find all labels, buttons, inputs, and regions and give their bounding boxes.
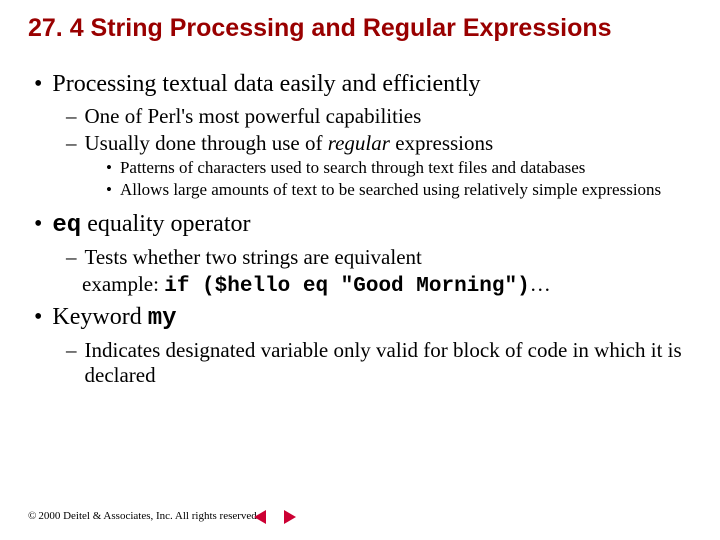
next-button[interactable] bbox=[278, 506, 300, 528]
bullet-dot: • bbox=[34, 71, 42, 98]
arrow-right-icon bbox=[280, 508, 298, 526]
code-text: my bbox=[148, 305, 177, 332]
arrow-left-icon bbox=[252, 508, 270, 526]
bullet-text: Usually done through use of regular expr… bbox=[85, 131, 494, 156]
copyright-footer: © 2000 Deitel & Associates, Inc. All rig… bbox=[28, 510, 260, 522]
bullet-level2: – Indicates designated variable only val… bbox=[66, 338, 692, 388]
example-line: example: if ($hello eq "Good Morning")… bbox=[82, 272, 692, 298]
prev-button[interactable] bbox=[250, 506, 272, 528]
copyright-icon: © bbox=[28, 510, 36, 522]
bullet-level1: • Processing textual data easily and eff… bbox=[34, 71, 692, 98]
bullet-text: One of Perl's most powerful capabilities bbox=[85, 104, 422, 129]
bullet-text: Processing textual data easily and effic… bbox=[52, 71, 480, 98]
dash-icon: – bbox=[66, 104, 77, 129]
bullet-level2: – Tests whether two strings are equivale… bbox=[66, 245, 692, 270]
bullet-text: Indicates designated variable only valid… bbox=[85, 338, 693, 388]
bullet-text: eq equality operator bbox=[52, 211, 250, 239]
dash-icon: – bbox=[66, 245, 77, 270]
text-part: Keyword bbox=[52, 304, 147, 330]
bullet-dot: • bbox=[34, 211, 42, 239]
bullet-text: Tests whether two strings are equivalent bbox=[85, 245, 422, 270]
bullet-dot: • bbox=[106, 158, 112, 178]
copyright-text: 2000 Deitel & Associates, Inc. All right… bbox=[38, 510, 259, 522]
bullet-text: Allows large amounts of text to be searc… bbox=[120, 180, 661, 200]
bullet-level3: • Allows large amounts of text to be sea… bbox=[106, 180, 692, 200]
text-part: equality operator bbox=[81, 211, 250, 237]
text-part: example: bbox=[82, 272, 164, 296]
bullet-level1: • Keyword my bbox=[34, 304, 692, 332]
bullet-level2: – Usually done through use of regular ex… bbox=[66, 131, 692, 156]
bullet-level3: • Patterns of characters used to search … bbox=[106, 158, 692, 178]
bullet-dot: • bbox=[106, 180, 112, 200]
dash-icon: – bbox=[66, 338, 77, 388]
slide-title: 27. 4 String Processing and Regular Expr… bbox=[28, 14, 692, 43]
text-part: … bbox=[530, 272, 551, 296]
bullet-level2: – One of Perl's most powerful capabiliti… bbox=[66, 104, 692, 129]
text-part: Usually done through use of bbox=[85, 131, 328, 155]
nav-arrows bbox=[250, 506, 300, 528]
text-part: expressions bbox=[390, 131, 493, 155]
text-italic: regular bbox=[328, 131, 390, 155]
bullet-text: Keyword my bbox=[52, 304, 176, 332]
bullet-level1: • eq equality operator bbox=[34, 211, 692, 239]
code-text: eq bbox=[52, 212, 81, 239]
dash-icon: – bbox=[66, 131, 77, 156]
code-text: if ($hello eq "Good Morning") bbox=[164, 275, 529, 298]
bullet-text: Patterns of characters used to search th… bbox=[120, 158, 585, 178]
bullet-dot: • bbox=[34, 304, 42, 332]
